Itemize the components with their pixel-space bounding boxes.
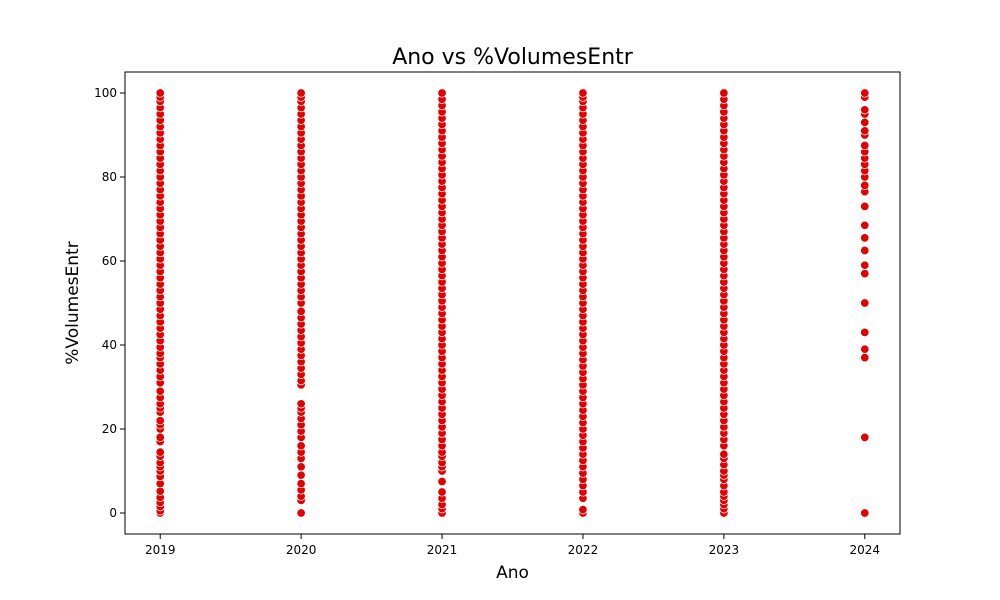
data-point [437, 88, 447, 98]
plot-area [124, 71, 901, 535]
data-point [860, 233, 870, 243]
x-tick-label: 2024 [849, 543, 880, 557]
data-point [860, 180, 870, 190]
y-tick-label: 20 [102, 422, 117, 436]
data-point [296, 508, 306, 518]
y-tick-label: 40 [102, 338, 117, 352]
x-axis-ticks: 2019 2020 2021 2022 2023 2024 [145, 534, 880, 557]
data-point [860, 344, 870, 354]
data-point [437, 487, 447, 497]
x-tick-label: 2023 [709, 543, 740, 557]
data-point [860, 117, 870, 127]
data-point [719, 88, 729, 98]
data-point [860, 126, 870, 136]
y-tick-label: 60 [102, 254, 117, 268]
data-point [860, 220, 870, 230]
data-point [296, 479, 306, 489]
data-point [296, 88, 306, 98]
data-point [155, 88, 165, 98]
data-point [860, 327, 870, 337]
data-point [437, 476, 447, 487]
data-points [155, 88, 870, 518]
x-tick-label: 2022 [568, 543, 599, 557]
x-axis-label: Ano [496, 563, 529, 583]
data-point [860, 269, 870, 279]
y-axis-ticks: 0 20 40 60 80 100 [94, 86, 125, 520]
data-point [860, 140, 870, 151]
data-point [296, 462, 306, 472]
x-tick-label: 2021 [427, 543, 458, 557]
data-point [155, 416, 165, 426]
y-tick-label: 0 [109, 506, 117, 520]
data-point [296, 399, 306, 409]
data-point [578, 505, 588, 515]
data-point [296, 441, 306, 451]
data-point [860, 88, 870, 98]
data-point [860, 298, 870, 308]
data-point [860, 260, 870, 270]
y-axis-label: %VolumesEntr [63, 241, 83, 364]
x-tick-label: 2019 [145, 543, 176, 557]
data-point [296, 306, 306, 316]
data-point [860, 201, 870, 211]
x-tick-label: 2020 [286, 543, 317, 557]
data-point [860, 353, 870, 363]
data-point [296, 470, 306, 480]
data-point [155, 386, 165, 396]
y-tick-label: 100 [94, 86, 117, 100]
data-point [155, 486, 165, 496]
data-point [860, 245, 870, 256]
data-point [155, 432, 165, 442]
chart-title: Ano vs %VolumesEntr [392, 45, 634, 70]
data-point [860, 508, 870, 518]
data-point [860, 105, 870, 115]
y-tick-label: 80 [102, 170, 117, 184]
data-point [155, 447, 165, 457]
data-point [719, 449, 729, 459]
data-point [860, 432, 870, 442]
data-point [578, 88, 588, 98]
